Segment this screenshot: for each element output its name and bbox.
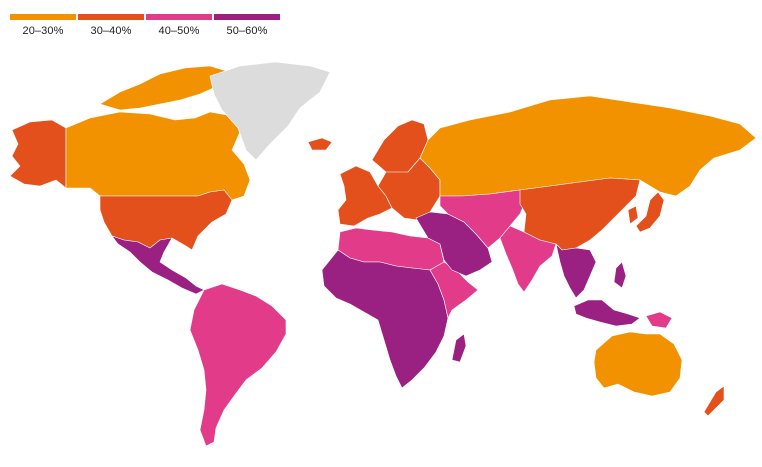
- region-canadian-arctic-islands: [99, 65, 231, 111]
- region-indonesia: [573, 299, 641, 327]
- region-sub-saharan-africa: [321, 249, 449, 389]
- legend-swatch: [146, 14, 212, 20]
- region-western-europe: [337, 165, 393, 227]
- region-papua-new-guinea: [645, 311, 673, 329]
- legend: 20–30% 30–40% 40–50% 50–60%: [10, 14, 280, 37]
- legend-item-50-60: 50–60%: [214, 14, 280, 37]
- legend-label: 40–50%: [158, 25, 200, 37]
- region-australia: [593, 331, 683, 397]
- legend-item-30-40: 30–40%: [78, 14, 144, 37]
- region-alaska: [9, 119, 67, 189]
- legend-item-20-30: 20–30%: [10, 14, 76, 37]
- region-mexico-central-america: [111, 235, 205, 295]
- region-china-mongolia: [519, 177, 641, 251]
- region-iceland: [307, 137, 333, 151]
- legend-label: 30–40%: [90, 25, 132, 37]
- legend-item-40-50: 40–50%: [146, 14, 212, 37]
- legend-swatch: [10, 14, 76, 20]
- legend-label: 50–60%: [226, 25, 268, 37]
- legend-swatch: [214, 14, 280, 20]
- region-canada: [65, 111, 251, 201]
- region-new-zealand: [703, 385, 725, 417]
- legend-swatch: [78, 14, 144, 20]
- region-japan: [635, 191, 665, 233]
- region-korea: [627, 205, 639, 225]
- region-southeast-asia: [555, 243, 597, 299]
- legend-label: 20–30%: [22, 25, 64, 37]
- region-east-africa-horn: [429, 261, 479, 319]
- region-greenland: [209, 61, 331, 161]
- region-madagascar: [451, 333, 467, 363]
- region-south-america: [189, 283, 287, 447]
- region-philippines: [613, 261, 627, 289]
